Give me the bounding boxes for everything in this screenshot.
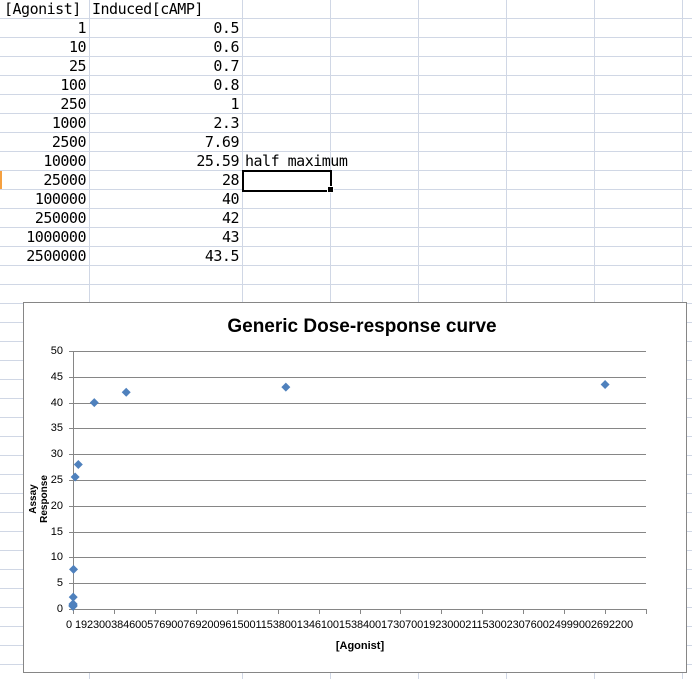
data-point-diamond[interactable] — [73, 460, 83, 470]
cell-camp[interactable]: 42 — [221, 209, 240, 227]
header-agonist[interactable]: [Agonist] — [4, 0, 81, 18]
chart-container[interactable] — [23, 302, 687, 673]
selected-cell[interactable] — [242, 170, 332, 192]
row-divider — [0, 208, 692, 209]
cell-agonist[interactable]: 25000 — [43, 171, 86, 189]
data-point-diamond[interactable] — [121, 387, 131, 397]
row-divider — [0, 227, 692, 228]
cell-camp[interactable]: 40 — [221, 190, 240, 208]
cell-agonist[interactable]: 10 — [68, 38, 87, 56]
chart-title: Generic Dose-response curve — [227, 316, 497, 337]
data-points — [68, 380, 610, 611]
cell-agonist[interactable]: 10000 — [43, 152, 86, 170]
cell-agonist[interactable]: 1000000 — [26, 228, 86, 246]
y-tick-label: 25 — [50, 473, 63, 486]
y-tick-label: 0 — [56, 602, 63, 615]
cell-camp[interactable]: 1 — [230, 95, 239, 113]
row-divider — [0, 56, 692, 57]
data-point-diamond[interactable] — [281, 382, 291, 392]
cell-agonist[interactable]: 1 — [77, 19, 86, 37]
cell-agonist[interactable]: 1000 — [51, 114, 87, 132]
cell-camp[interactable]: 0.5 — [213, 19, 239, 37]
y-tick-label: 10 — [50, 550, 63, 563]
cell-camp[interactable]: 28 — [221, 171, 240, 189]
data-point-diamond[interactable] — [68, 599, 78, 609]
x-axis-label: [Agonist] — [335, 640, 385, 652]
y-axis-label: Assay Response — [28, 475, 50, 523]
cell-camp[interactable]: 25.59 — [196, 152, 239, 170]
data-point-diamond[interactable] — [89, 398, 99, 408]
row-divider — [0, 94, 692, 95]
x-axis-tick-labels: 0 19230038460057690076920096150011538001… — [66, 619, 633, 631]
data-point-diamond[interactable] — [70, 472, 80, 482]
data-point-diamond[interactable] — [68, 592, 78, 602]
header-induced-camp[interactable]: Induced[cAMP] — [92, 0, 203, 18]
row-divider — [0, 37, 692, 38]
row-divider — [0, 75, 692, 76]
cell-agonist[interactable]: 25 — [68, 57, 87, 75]
y-tick-label: 40 — [50, 396, 63, 409]
y-tick-label: 15 — [50, 525, 63, 538]
active-row-indicator — [0, 171, 2, 189]
cell-camp[interactable]: 0.6 — [213, 38, 239, 56]
cell-camp[interactable]: 43.5 — [204, 247, 240, 265]
cell-agonist[interactable]: 250 — [60, 95, 86, 113]
row-divider — [0, 265, 692, 266]
row-divider — [0, 246, 692, 247]
y-tick-label: 35 — [50, 421, 63, 434]
cell-agonist[interactable]: 100 — [60, 76, 86, 94]
cell-note-half-maximum[interactable]: half maximum — [245, 152, 348, 170]
y-tick-label: 30 — [50, 447, 63, 460]
cell-camp[interactable]: 0.7 — [213, 57, 239, 75]
row-divider — [0, 284, 692, 285]
cell-camp[interactable]: 0.8 — [213, 76, 239, 94]
fill-handle[interactable] — [327, 186, 334, 193]
cell-camp[interactable]: 7.69 — [204, 133, 240, 151]
row-divider — [0, 18, 692, 19]
cell-agonist[interactable]: 2500 — [51, 133, 87, 151]
gridlines — [69, 351, 646, 610]
data-point-diamond[interactable] — [600, 380, 610, 390]
y-tick-label: 45 — [50, 370, 63, 383]
row-divider — [0, 170, 692, 171]
cell-agonist[interactable]: 250000 — [34, 209, 87, 227]
cell-agonist[interactable]: 2500000 — [26, 247, 86, 265]
axes — [73, 351, 647, 614]
y-tick-label: 50 — [50, 344, 63, 357]
y-tick-label: 5 — [56, 576, 63, 589]
cell-camp[interactable]: 2.3 — [213, 114, 239, 132]
y-tick-label: 20 — [50, 499, 63, 512]
cell-camp[interactable]: 43 — [221, 228, 240, 246]
row-divider — [0, 151, 692, 152]
row-divider — [0, 113, 692, 114]
cell-agonist[interactable]: 100000 — [34, 190, 87, 208]
row-divider — [0, 189, 692, 190]
data-point-diamond[interactable] — [69, 564, 79, 574]
row-divider — [0, 132, 692, 133]
